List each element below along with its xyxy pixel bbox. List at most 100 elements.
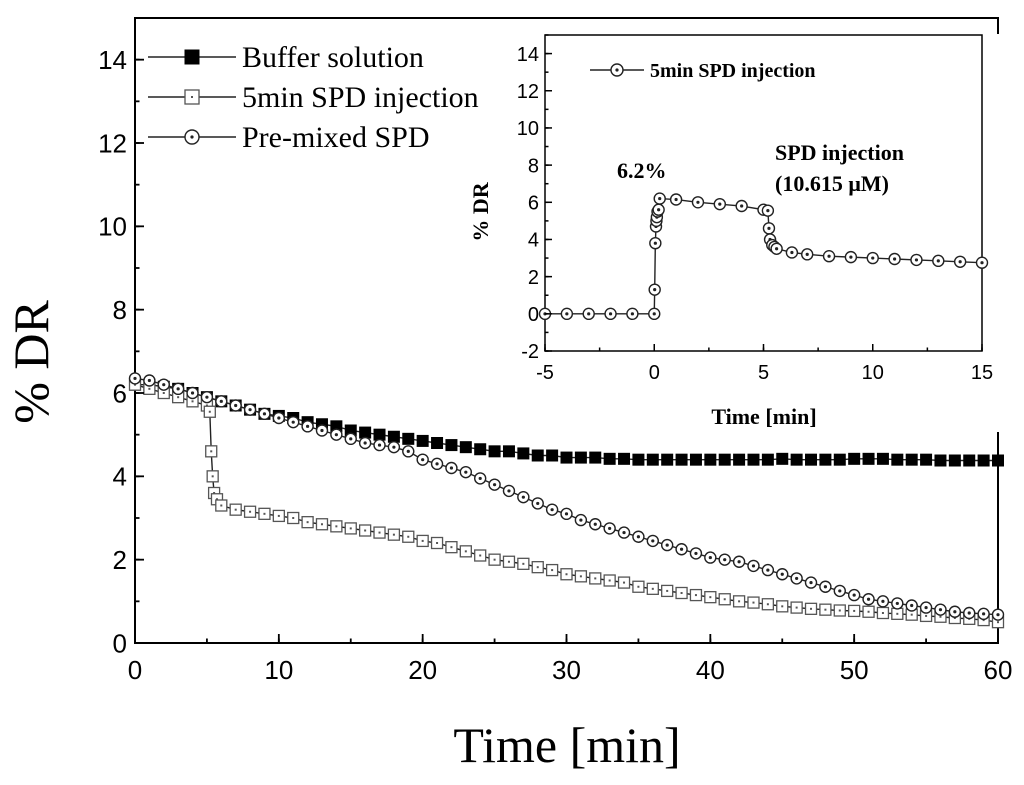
data-point [206, 470, 219, 483]
data-point [747, 559, 760, 573]
data-point [646, 534, 659, 548]
inset-x-tick-label: 0 [649, 362, 660, 384]
data-point [474, 472, 487, 485]
data-point [891, 597, 904, 610]
data-point [844, 250, 858, 264]
data-point [373, 428, 386, 441]
main-legend-item: Pre-mixed SPD [148, 121, 430, 154]
data-point [229, 503, 242, 516]
inset-x-tick-label: -5 [536, 362, 554, 384]
data-point [502, 484, 516, 498]
main-y-tick-label: 2 [113, 545, 127, 575]
data-point [387, 440, 401, 454]
data-point [603, 452, 616, 465]
data-point [517, 490, 530, 504]
data-point [934, 454, 947, 467]
data-point [991, 608, 1005, 621]
main-x-tick-label: 60 [984, 655, 1013, 685]
data-point [718, 453, 731, 466]
data-point [301, 516, 314, 529]
data-point [770, 242, 783, 255]
data-point [560, 451, 573, 464]
data-point [785, 246, 799, 259]
legend-marker [610, 63, 624, 77]
data-point [761, 563, 775, 577]
data-point [459, 545, 472, 558]
main-x-tick-label: 30 [552, 655, 581, 685]
legend-marker [184, 89, 200, 105]
data-point [445, 541, 458, 554]
data-point [574, 513, 588, 527]
data-point [488, 478, 501, 491]
data-point [689, 453, 702, 466]
main-y-tick-label: 12 [98, 128, 127, 158]
data-point [560, 507, 573, 521]
main-y-tick-label: 14 [98, 45, 127, 75]
data-point [445, 461, 458, 475]
data-point [373, 526, 386, 539]
data-point [589, 518, 602, 531]
data-point [560, 307, 574, 321]
inset-y-tick-label: -2 [521, 341, 539, 363]
inset-y-tick-label: 10 [517, 118, 539, 140]
data-point [531, 449, 544, 462]
data-point [975, 256, 989, 269]
data-point [301, 420, 314, 433]
data-point [646, 453, 659, 466]
main-x-tick-label: 20 [408, 655, 437, 685]
data-point [200, 390, 214, 404]
data-point [920, 453, 933, 466]
main-x-axis-label: Time [min] [453, 717, 680, 773]
data-point [545, 503, 559, 516]
data-point [459, 441, 472, 454]
data-point [517, 447, 530, 460]
data-point [205, 445, 218, 458]
data-point [560, 568, 573, 581]
data-point [733, 453, 746, 466]
data-point [718, 593, 731, 606]
data-point [689, 547, 703, 560]
data-point [862, 605, 875, 618]
data-point [804, 576, 818, 589]
data-point [876, 452, 889, 465]
data-point [704, 453, 717, 466]
data-point [675, 586, 688, 600]
data-point [582, 307, 595, 321]
data-point [805, 453, 818, 466]
data-point [416, 453, 429, 466]
data-point [790, 572, 803, 585]
data-point [646, 582, 659, 595]
data-point [761, 453, 774, 466]
main-y-tick-label: 0 [113, 628, 127, 658]
main-x-tick-label: 50 [840, 655, 869, 685]
data-point [603, 522, 616, 535]
data-point [617, 526, 631, 539]
data-point [652, 203, 665, 216]
data-point [387, 430, 400, 443]
data-point [761, 598, 775, 611]
inset-peak-annotation: 6.2% [617, 158, 667, 183]
data-point [545, 563, 559, 577]
data-point [776, 568, 789, 581]
data-point [819, 580, 832, 593]
data-point [589, 572, 602, 585]
data-point [718, 553, 731, 566]
data-point [833, 453, 846, 466]
main-legend: Buffer solution 5min SPD injection Pre-mix… [148, 41, 479, 154]
data-point [649, 236, 662, 250]
data-point [632, 530, 645, 543]
main-series-2 [128, 372, 1005, 621]
data-point [905, 599, 918, 612]
data-point [675, 453, 688, 466]
data-point [891, 453, 904, 466]
data-point [431, 437, 444, 449]
data-point [517, 557, 530, 570]
inset-legend-item: 5min SPD injection [590, 60, 816, 82]
data-point [905, 453, 918, 466]
main-y-axis-label: % DR [3, 300, 59, 424]
legend-label: Pre-mixed SPD [242, 121, 430, 154]
data-point [229, 399, 242, 412]
data-point [948, 454, 961, 467]
